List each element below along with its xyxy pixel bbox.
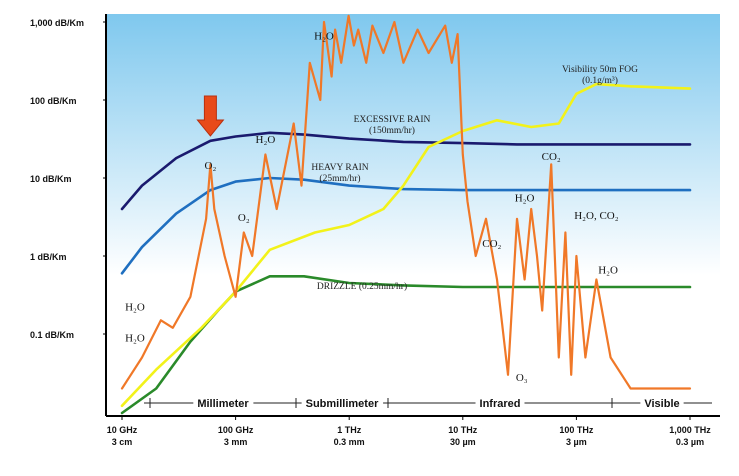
band-label-submillimeter: Submillimeter <box>306 398 379 410</box>
molecule-label: H₂O, CO₂ <box>574 210 619 222</box>
plot-background <box>106 14 720 416</box>
band-label-backing <box>475 398 525 410</box>
x-tick-wave-label: 3 cm <box>112 437 133 447</box>
band-label-backing <box>301 398 384 410</box>
band-label-millimeter: Millimeter <box>197 398 249 410</box>
series-line-excessive-rain <box>120 131 692 211</box>
series-sublabel-visibility-50m-fog: (0.1g/m³) <box>582 75 618 86</box>
molecule-label: O₂ <box>238 212 250 224</box>
series-label-visibility-50m-fog: Visibility 50m FOG <box>562 65 638 75</box>
series-layer: EXCESSIVE RAIN(150mm/hr) HEAVY RAIN(25mm/… <box>120 14 692 415</box>
x-tick-wave-label: 3 µm <box>566 437 587 447</box>
y-tick-layer: 1,000 dB/Km 100 dB/Km 10 dB/Km 1 dB/Km 0.1 d… <box>30 18 106 340</box>
x-tick-freq-label: 10 GHz <box>107 425 138 435</box>
x-tick-wave-label: 30 µm <box>450 437 476 447</box>
y-tick-label: 0.1 dB/Km <box>30 330 74 340</box>
series-line-visibility-50m-fog <box>120 82 692 408</box>
molecule-label: H₂O <box>314 30 334 42</box>
x-tick-freq-label: 100 GHz <box>218 425 254 435</box>
x-tick-wave-label: 0.3 mm <box>334 437 365 447</box>
y-tick-label: 100 dB/Km <box>30 96 77 106</box>
molecule-label: H₂O <box>256 134 276 146</box>
series-label-heavy-rain: HEAVY RAIN <box>311 163 368 173</box>
molecule-label: CO₂ <box>482 238 501 250</box>
series-sublabel-heavy-rain: (25mm/hr) <box>319 173 360 184</box>
band-label-backing <box>640 398 684 410</box>
molecule-label: O₂ <box>205 160 217 172</box>
molecule-label: H₂O <box>515 192 535 204</box>
axis-layer <box>105 14 720 417</box>
annotation-layer: H₂O O₂ H₂O O₂ H₂O H₂O CO₂ H₂O H₂O, CO₂ CO₂ H₂O O₃ <box>125 30 619 384</box>
series-line-drizzle-0-25mm-hr <box>120 274 692 415</box>
series-line-heavy-rain <box>120 176 692 275</box>
x-tick-freq-label: 1 THz <box>337 425 362 435</box>
band-label-visible: Visible <box>644 398 679 410</box>
x-tick-freq-label: 100 THz <box>559 425 594 435</box>
y-tick-label: 1,000 dB/Km <box>30 18 84 28</box>
band-label-infrared: Infrared <box>480 398 521 410</box>
x-tick-wave-label: 3 mm <box>224 437 248 447</box>
band-label-backing <box>193 398 254 410</box>
band-layer: Millimeter Submillimeter Infrared Visible <box>144 398 712 410</box>
molecule-label: CO₂ <box>542 151 561 163</box>
x-tick-layer: 10 GHz 3 cm 100 GHz 3 mm 1 THz 0.3 mm 10 THz 30… <box>107 416 711 447</box>
series-line-gaseous-absorption <box>120 14 692 390</box>
series-sublabel-excessive-rain: (150mm/hr) <box>369 125 415 136</box>
molecule-label: H₂O <box>598 264 618 276</box>
x-tick-freq-label: 10 THz <box>448 425 478 435</box>
series-label-drizzle-0-25mm-hr: DRIZZLE (0.25mm/hr) <box>317 281 407 292</box>
series-label-excessive-rain: EXCESSIVE RAIN <box>354 115 431 125</box>
molecule-label: O₃ <box>516 372 528 384</box>
x-tick-freq-label: 1,000 THz <box>669 425 711 435</box>
molecule-label: H₂O <box>125 302 145 314</box>
y-tick-label: 1 dB/Km <box>30 252 67 262</box>
molecule-label: H₂O <box>125 333 145 345</box>
x-tick-wave-label: 0.3 µm <box>676 437 704 447</box>
y-tick-label: 10 dB/Km <box>30 174 72 184</box>
red-arrow-marker <box>196 95 225 137</box>
